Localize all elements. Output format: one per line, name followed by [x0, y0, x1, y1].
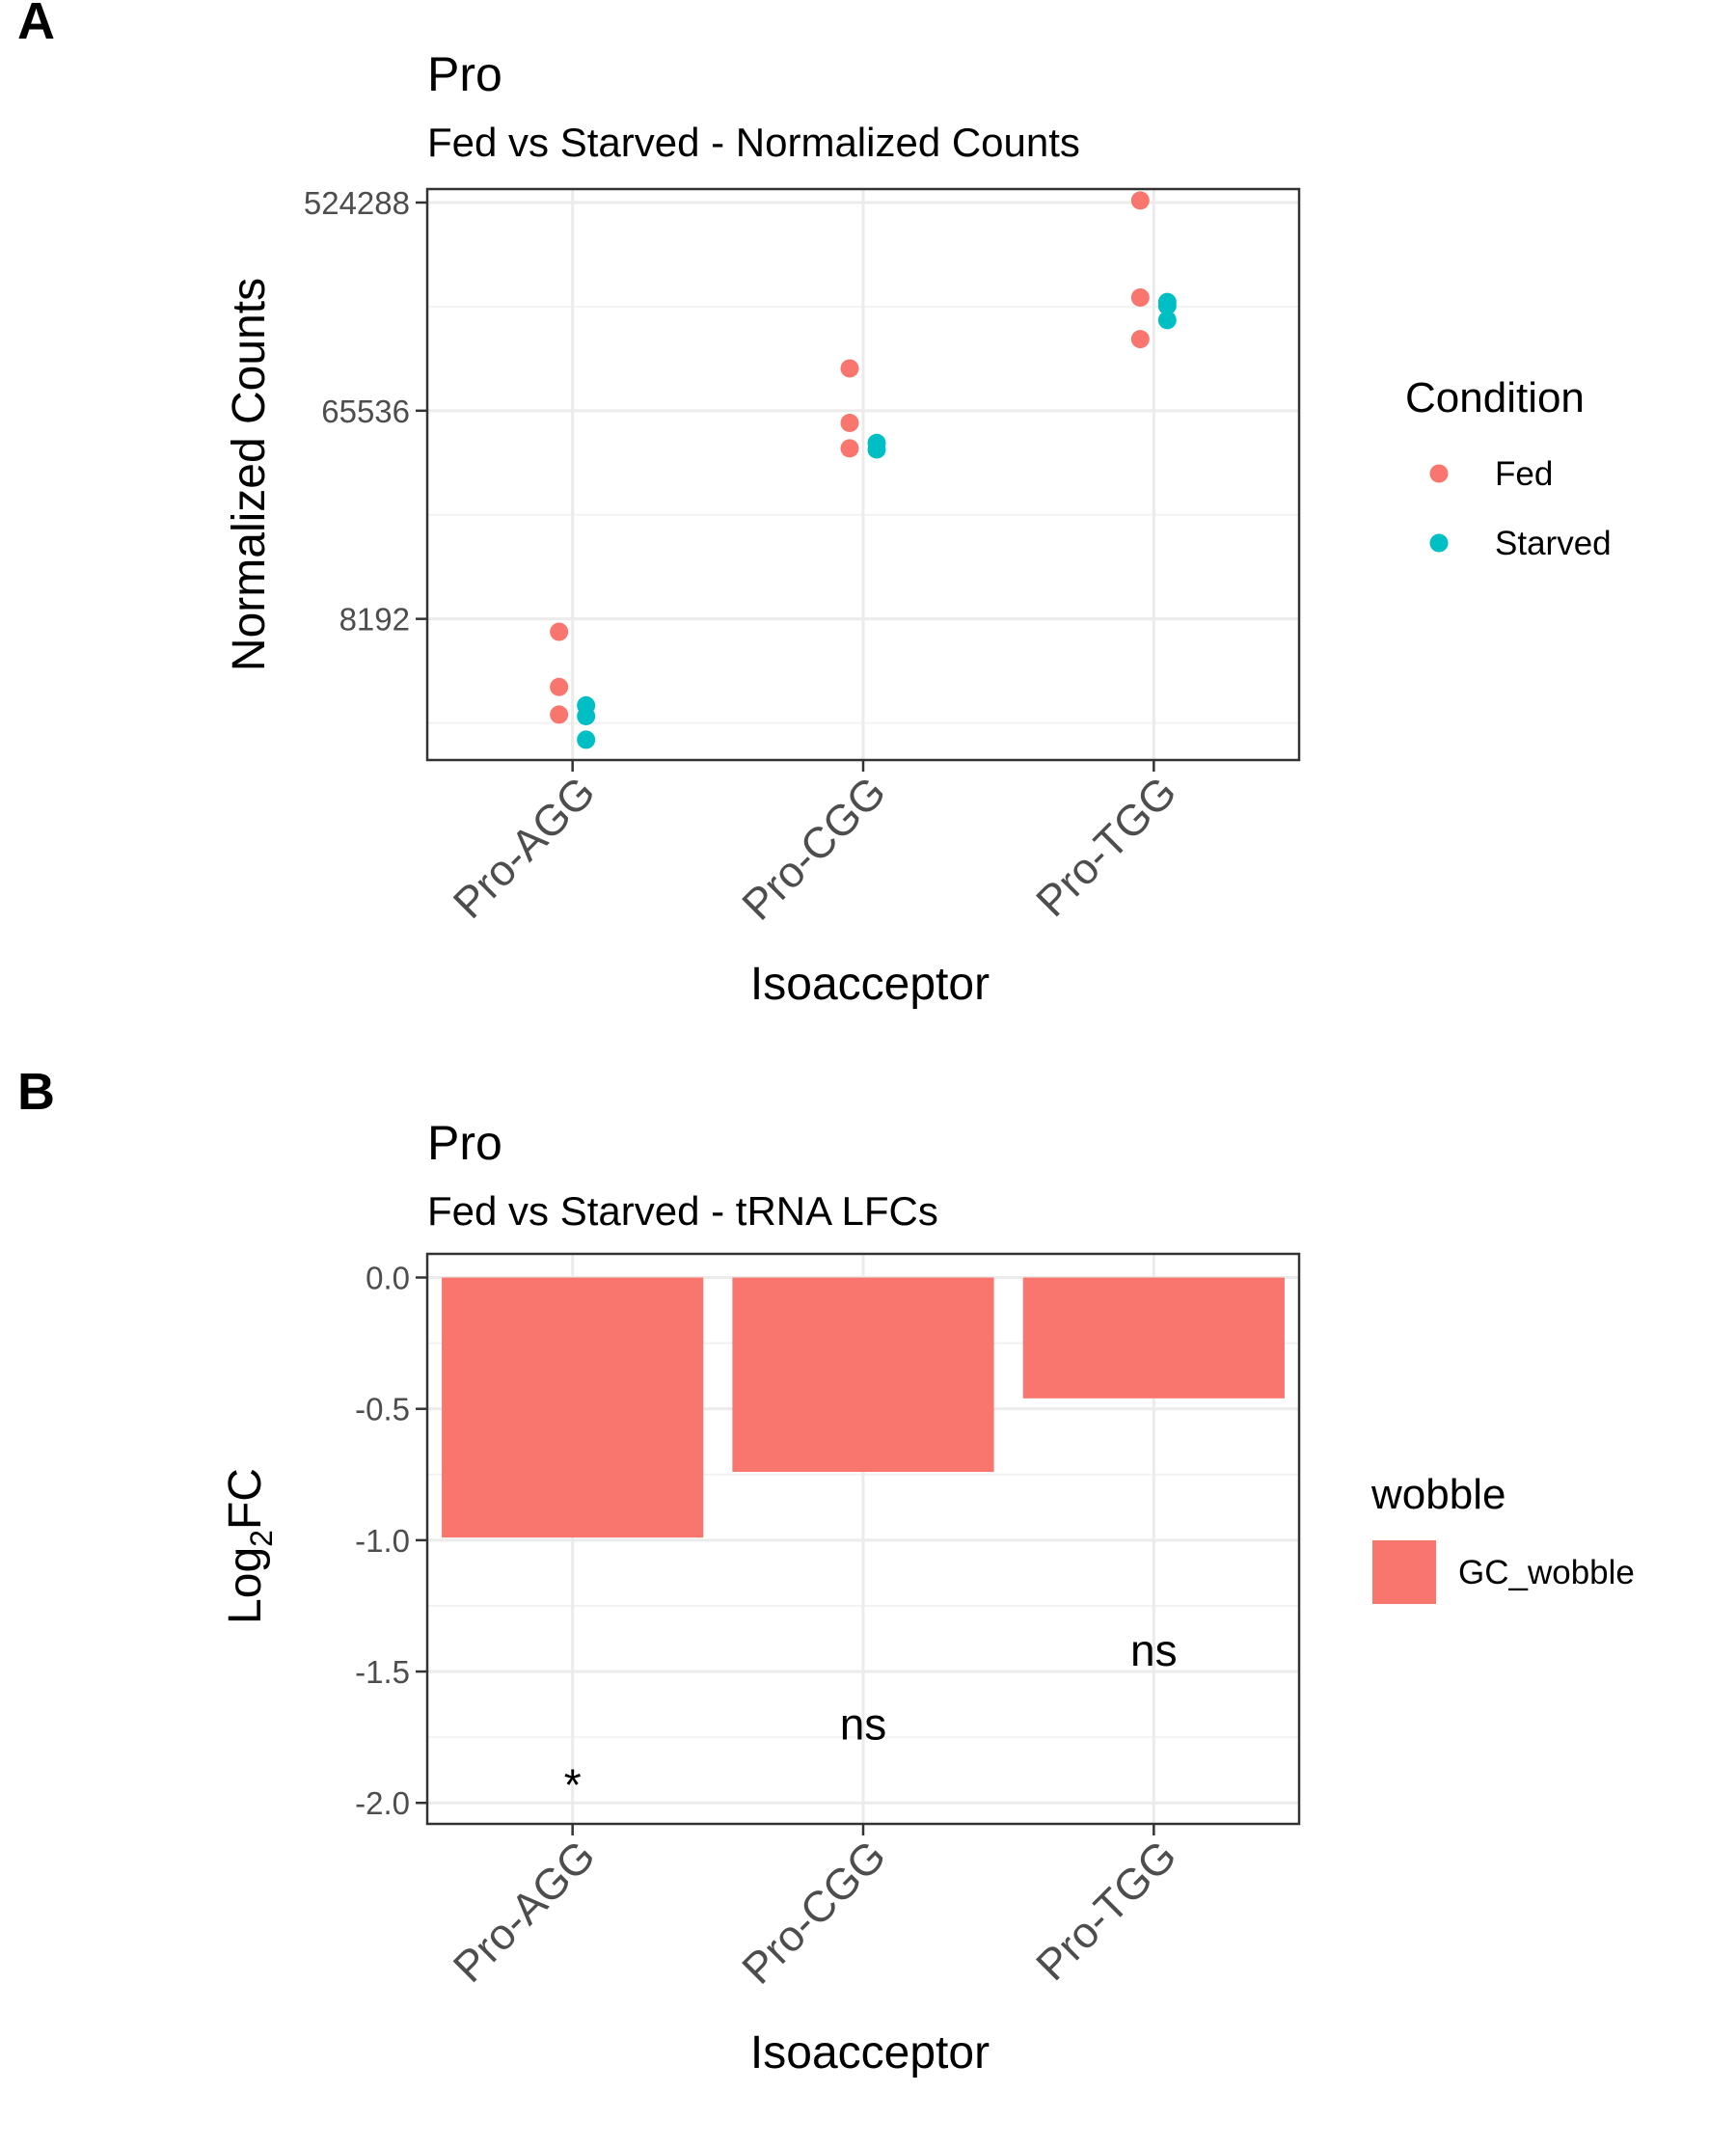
panel-a: A Pro Fed vs Starved - Normalized Counts…	[17, 0, 1612, 1010]
legend-key-starved	[1429, 533, 1449, 553]
y-tick-label-65536: 65536	[321, 394, 410, 429]
panel-a-legend-title: Condition	[1405, 374, 1585, 421]
panel-b-bars	[442, 1277, 1285, 1538]
y-tick-label-1-0: -1.0	[355, 1523, 410, 1559]
x-tick-label-pro-cgg: Pro-CGG	[732, 767, 895, 930]
y-title-base: Log	[220, 1547, 271, 1624]
bar-pro-cgg	[732, 1277, 994, 1473]
x-tick-label-pro-tgg: Pro-TGG	[1026, 767, 1185, 926]
y-tick-label-1-5: -1.5	[355, 1654, 410, 1690]
y-tick-label-0-0: 0.0	[366, 1261, 410, 1296]
panel-a-gridlines	[427, 189, 1299, 760]
panel-b-title: Pro	[427, 1116, 502, 1170]
significance-label-pro-cgg: ns	[840, 1699, 887, 1750]
bar-pro-agg	[442, 1277, 704, 1538]
panel-a-y-axis-title: Normalized Counts	[224, 278, 275, 671]
panel-b-y-axis-title: Log2FC	[220, 1468, 279, 1624]
panel-b: B Pro Fed vs Starved - tRNA LFCs * ns ns 0…	[17, 1063, 1635, 2079]
point-starved-pro-tgg-7	[1157, 311, 1177, 330]
point-fed-pro-cgg-3	[840, 359, 859, 378]
panel-b-x-axis: Pro-AGG Pro-CGG Pro-TGG	[444, 1824, 1185, 1994]
point-fed-pro-tgg-7	[1130, 287, 1150, 307]
point-starved-pro-agg-2	[577, 730, 596, 749]
point-fed-pro-agg-0	[550, 622, 569, 641]
y-title-subscript: 2	[244, 1530, 279, 1547]
y-tick-label-8192: 8192	[339, 602, 410, 638]
x-tick-label-pro-agg: Pro-AGG	[444, 767, 605, 928]
legend-label-gc-wobble: GC_wobble	[1458, 1554, 1635, 1591]
panel-b-annotations: * ns ns	[564, 1625, 1178, 1809]
panel-b-subtitle: Fed vs Starved - tRNA LFCs	[427, 1188, 938, 1234]
panel-b-y-axis: 0.0 -0.5 -1.0 -1.5 -2.0	[355, 1261, 427, 1821]
panel-a-title: Pro	[427, 47, 502, 101]
panel-a-x-axis: Pro-AGG Pro-CGG Pro-TGG	[444, 760, 1185, 930]
panel-a-subtitle: Fed vs Starved - Normalized Counts	[427, 120, 1080, 165]
legend-key-gc-wobble	[1372, 1540, 1436, 1604]
x-tick-label-pro-cgg: Pro-CGG	[732, 1831, 895, 1994]
point-fed-pro-agg-1	[550, 677, 569, 696]
bar-pro-tgg	[1022, 1277, 1285, 1399]
legend-key-fed	[1429, 464, 1449, 483]
x-tick-label-pro-tgg: Pro-TGG	[1026, 1831, 1185, 1990]
panel-a-y-axis: 8192 65536 524288	[304, 185, 427, 638]
x-tick-label-pro-agg: Pro-AGG	[444, 1831, 605, 1992]
point-fed-pro-tgg-8	[1130, 330, 1150, 349]
legend-label-fed: Fed	[1495, 455, 1553, 493]
point-fed-pro-cgg-5	[840, 439, 859, 458]
point-fed-pro-cgg-4	[840, 414, 859, 433]
panel-a-x-axis-title: Isoacceptor	[750, 959, 990, 1010]
panel-b-legend: wobble GC_wobble	[1370, 1471, 1635, 1604]
panel-b-label: B	[17, 1063, 55, 1121]
point-starved-pro-cgg-4	[867, 440, 886, 459]
panel-a-label: A	[17, 0, 55, 50]
y-tick-label-2-0: -2.0	[355, 1785, 410, 1821]
y-tick-label-524288: 524288	[304, 185, 410, 221]
legend-label-starved: Starved	[1495, 525, 1612, 562]
panel-b-legend-title: wobble	[1370, 1471, 1505, 1518]
y-title-rest: FC	[220, 1468, 271, 1530]
point-starved-pro-agg-1	[577, 707, 596, 726]
point-starved-pro-tgg-6	[1157, 296, 1177, 315]
panel-a-legend: Condition Fed Starved	[1405, 374, 1612, 562]
panel-b-x-axis-title: Isoacceptor	[750, 2027, 990, 2079]
significance-label-pro-tgg: ns	[1130, 1625, 1178, 1675]
significance-label-pro-agg: *	[564, 1760, 582, 1810]
panel-a-points	[550, 191, 1177, 749]
point-fed-pro-tgg-6	[1130, 191, 1150, 210]
y-tick-label-0-5: -0.5	[355, 1392, 410, 1427]
point-fed-pro-agg-2	[550, 705, 569, 724]
